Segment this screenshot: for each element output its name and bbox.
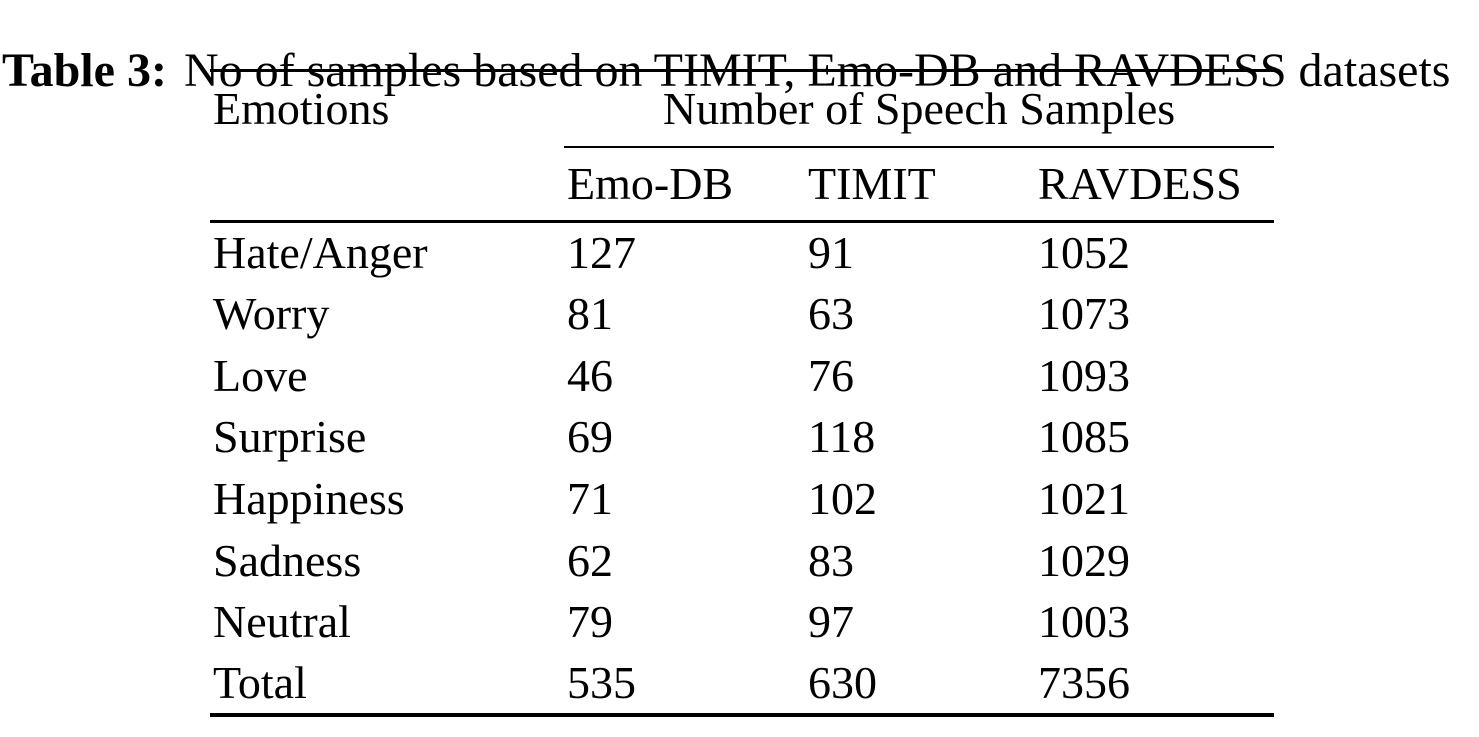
cell-emotion: Hate/Anger xyxy=(213,227,428,279)
table-row: Worry 81 63 1073 xyxy=(210,283,1274,345)
cell-emo-db: 81 xyxy=(567,288,613,340)
subheader-timit: TIMIT xyxy=(805,146,1035,223)
cell-emo-db: 79 xyxy=(567,596,613,648)
cell-timit: 83 xyxy=(808,534,854,586)
cell-emo-db: 127 xyxy=(567,227,636,279)
samples-table: Emotions Number of Speech Samples Emo-DB… xyxy=(210,69,1275,717)
cell-emo-db: 62 xyxy=(567,534,613,586)
table-header: Emotions Number of Speech Samples Emo-DB… xyxy=(210,70,1275,223)
cell-ravdess: 1093 xyxy=(1038,349,1130,401)
group-header-speech-samples: Number of Speech Samples xyxy=(564,70,1275,148)
header-row-sub: Emo-DB TIMIT RAVDESS xyxy=(210,146,1275,223)
cell-ravdess: 1003 xyxy=(1038,596,1130,648)
header-row-main: Emotions Number of Speech Samples xyxy=(210,70,1275,148)
cell-timit: 118 xyxy=(808,411,876,463)
cell-emotion: Surprise xyxy=(213,411,367,463)
cell-emo-db: 46 xyxy=(567,349,613,401)
cell-emo-db: 71 xyxy=(567,473,613,525)
column-header-emotions: Emotions xyxy=(213,83,390,135)
subheader-empty xyxy=(210,146,564,223)
cell-timit: 102 xyxy=(808,473,877,525)
cell-timit: 76 xyxy=(808,349,854,401)
cell-emotion: Love xyxy=(213,349,308,401)
cell-timit: 630 xyxy=(808,657,877,709)
table-row: Sadness 62 83 1029 xyxy=(210,530,1274,592)
table-row: Hate/Anger 127 91 1052 xyxy=(210,222,1274,284)
cell-emotion: Worry xyxy=(213,288,330,340)
cell-timit: 91 xyxy=(808,227,854,279)
cell-emotion: Sadness xyxy=(213,534,362,586)
cell-emo-db: 69 xyxy=(567,411,613,463)
table-row: Love 46 76 1093 xyxy=(210,345,1274,407)
subheader-ravdess: RAVDESS xyxy=(1035,146,1275,223)
caption-label: Table 3: xyxy=(2,44,167,97)
cell-ravdess: 1021 xyxy=(1038,473,1130,525)
table-row: Surprise 69 118 1085 xyxy=(210,407,1274,469)
cell-emo-db: 535 xyxy=(567,657,636,709)
table-row: Happiness 71 102 1021 xyxy=(210,468,1274,530)
cell-ravdess: 1085 xyxy=(1038,411,1130,463)
cell-ravdess: 1073 xyxy=(1038,288,1130,340)
cell-timit: 97 xyxy=(808,596,854,648)
table-row: Neutral 79 97 1003 xyxy=(210,592,1274,654)
cell-timit: 63 xyxy=(808,288,854,340)
cell-ravdess: 7356 xyxy=(1038,657,1130,709)
table-row: Total 535 630 7356 xyxy=(210,653,1274,715)
cell-emotion: Total xyxy=(213,657,307,709)
subheader-emo-db: Emo-DB xyxy=(564,146,805,223)
cell-ravdess: 1052 xyxy=(1038,227,1130,279)
cell-emotion: Happiness xyxy=(213,473,405,525)
table-body: Hate/Anger 127 91 1052 Worry 81 63 1073 … xyxy=(210,222,1274,716)
cell-emotion: Neutral xyxy=(213,596,351,648)
cell-ravdess: 1029 xyxy=(1038,534,1130,586)
